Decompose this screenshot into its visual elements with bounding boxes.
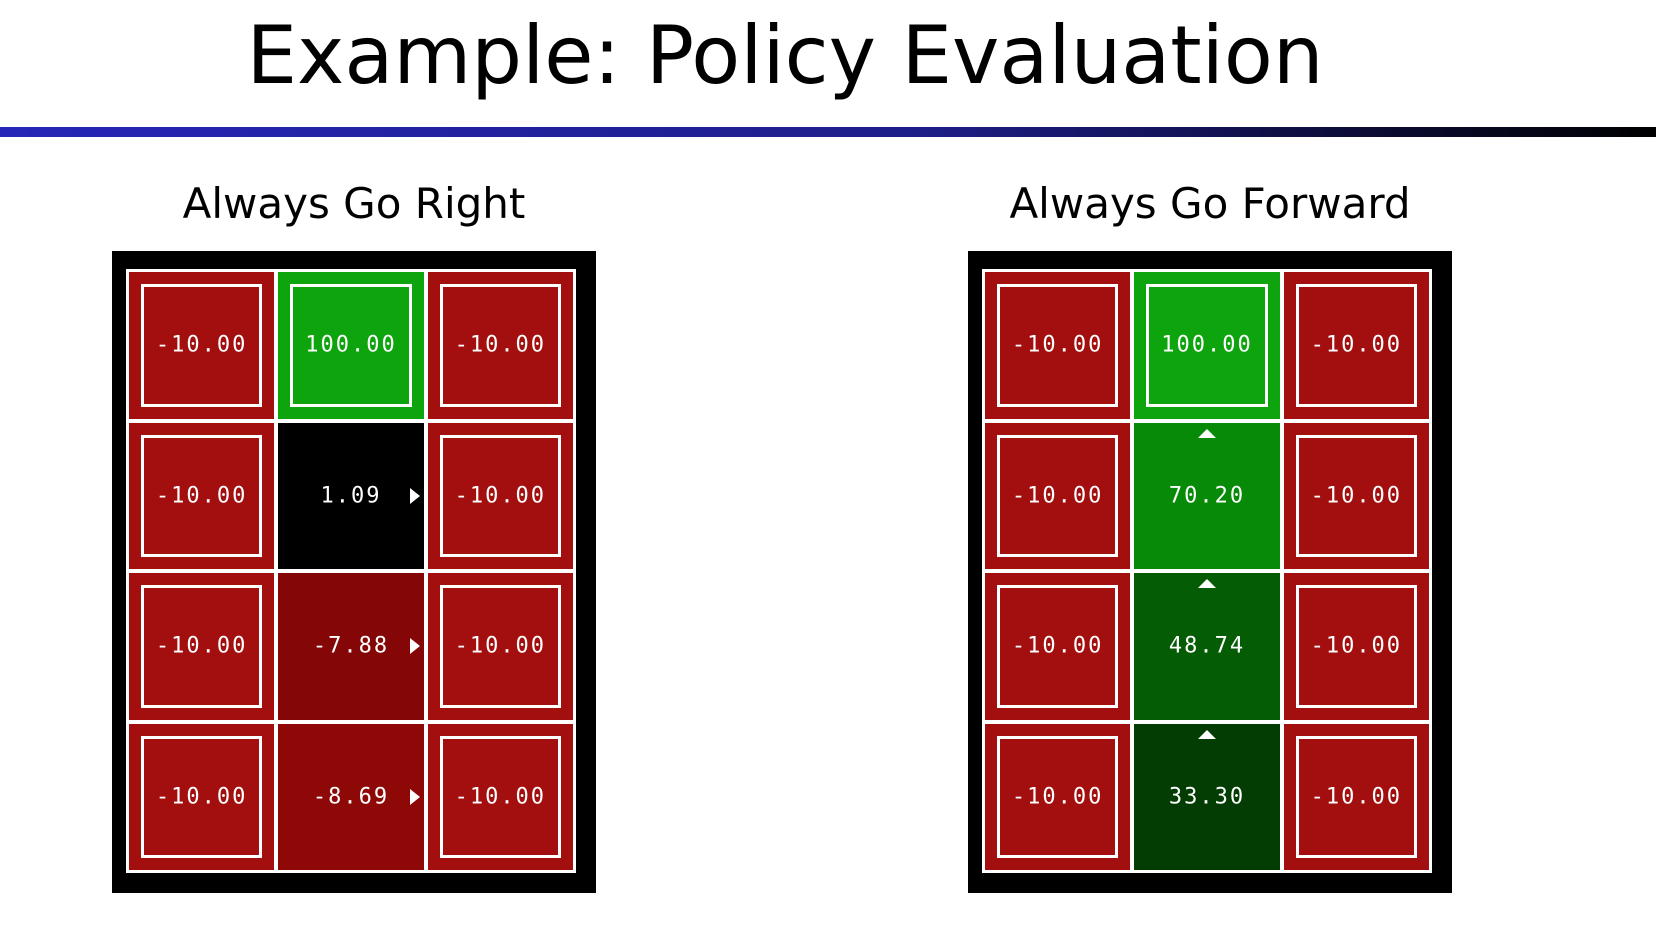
state-value: -7.88 [312,633,390,659]
state-value: -10.00 [1310,332,1403,358]
gridworld-always-go-forward: -10.00 100.00 -10.00 -10.00 70.20 -10.00 -10.0… [968,251,1452,893]
terminal-state-border [439,735,561,858]
state-value: -10.00 [155,784,248,810]
grid-cell: -10.00 [1283,573,1429,720]
state-value: -10.00 [454,332,547,358]
terminal-state-border [439,585,561,708]
terminal-state-border [141,585,263,708]
grid-cell: -10.00 [1283,422,1429,569]
title-divider [0,127,1656,137]
grid-cell: -10.00 [129,723,275,870]
state-value: 100.00 [1161,332,1253,358]
state-value: 70.20 [1168,483,1246,509]
arrow-right-icon [409,638,420,655]
terminal-state-border [439,434,561,557]
state-value: -10.00 [155,483,248,509]
terminal-state-border [997,735,1119,858]
grid-cells: -10.00 100.00 -10.00 -10.00 70.20 -10.00 -10.0… [982,269,1432,873]
grid-cell: -8.69 [278,723,424,870]
grid-cell: -10.00 [1283,723,1429,870]
terminal-state-border [141,735,263,858]
state-value: -10.00 [155,633,248,659]
terminal-state-border [1146,284,1268,407]
grid-cell: 100.00 [278,272,424,419]
grid-cell: -10.00 [129,573,275,720]
grid-cell: -10.00 [985,422,1131,569]
terminal-state-border [1295,434,1417,557]
state-value: -10.00 [454,483,547,509]
grid-cell: -7.88 [278,573,424,720]
grid-cell: -10.00 [427,573,573,720]
arrow-up-icon [1197,428,1216,438]
state-value: 1.09 [320,483,382,509]
gridworld-always-go-right: -10.00 100.00 -10.00 -10.00 1.09 -10.00 -10.00… [112,251,596,893]
panel-title-always-go-forward: Always Go Forward [1009,179,1411,228]
grid-cell: -10.00 [985,272,1131,419]
terminal-state-border [141,284,263,407]
state-value: 48.74 [1168,633,1246,659]
state-value: -10.00 [1310,784,1403,810]
terminal-state-border [1295,585,1417,708]
grid-cell: -10.00 [427,422,573,569]
terminal-state-border [997,284,1119,407]
state-value: -10.00 [1310,483,1403,509]
grid-cell: -10.00 [985,573,1131,720]
state-value: -10.00 [454,633,547,659]
grid-cell: 100.00 [1134,272,1280,419]
grid-cell: 70.20 [1134,422,1280,569]
state-value: -10.00 [1011,633,1104,659]
grid-cell: -10.00 [129,272,275,419]
grid-cells: -10.00 100.00 -10.00 -10.00 1.09 -10.00 -10.00… [126,269,576,873]
state-value: 100.00 [305,332,397,358]
grid-cell: -10.00 [985,723,1131,870]
terminal-state-border [997,434,1119,557]
arrow-right-icon [409,487,420,504]
grid-cell: 48.74 [1134,573,1280,720]
grid-cell: -10.00 [129,422,275,569]
state-value: -10.00 [454,784,547,810]
arrow-up-icon [1197,579,1216,588]
state-value: -10.00 [1011,483,1104,509]
state-value: -8.69 [312,784,390,810]
arrow-right-icon [409,788,420,805]
state-value: -10.00 [1310,633,1403,659]
terminal-state-border [1295,284,1417,407]
grid-cell: -10.00 [1283,272,1429,419]
grid-cell: -10.00 [427,272,573,419]
terminal-state-border [997,585,1119,708]
state-value: -10.00 [155,332,248,358]
state-value: -10.00 [1011,784,1104,810]
slide-title: Example: Policy Evaluation [246,9,1324,102]
arrow-up-icon [1197,729,1216,739]
grid-cell: -10.00 [427,723,573,870]
grid-cell: 33.30 [1134,723,1280,870]
terminal-state-border [141,434,263,557]
terminal-state-border [439,284,561,407]
terminal-state-border [290,284,412,407]
state-value: -10.00 [1011,332,1104,358]
grid-cell: 1.09 [278,422,424,569]
state-value: 33.30 [1168,784,1246,810]
terminal-state-border [1295,735,1417,858]
panel-title-always-go-right: Always Go Right [182,179,526,228]
